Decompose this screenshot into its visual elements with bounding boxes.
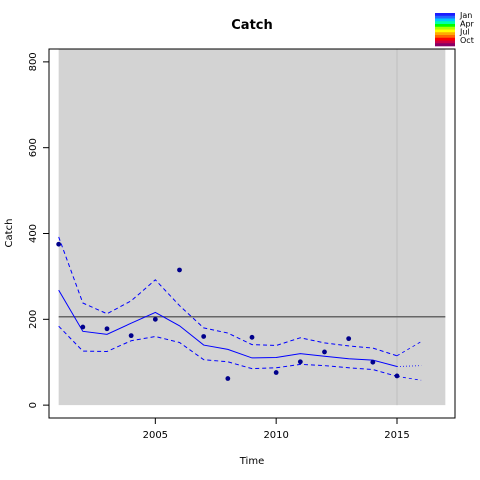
- observed-point: [297, 359, 303, 365]
- plot-area: 2005 2010 2015 0 200 400 600 800: [28, 48, 456, 441]
- legend-color-swatch: [435, 15, 455, 19]
- y-tick-label: 200: [28, 310, 39, 329]
- legend-color-swatch: [435, 21, 455, 25]
- y-tick-label: 0: [28, 402, 39, 408]
- forecast-upper-line: [396, 341, 422, 357]
- observed-point: [370, 359, 376, 365]
- lower-bound-line: [58, 325, 398, 377]
- x-tick-label: 2010: [263, 430, 288, 441]
- legend-color-swatch: [435, 29, 455, 33]
- legend-label: Jan: [459, 11, 472, 20]
- legend-label: Apr: [460, 19, 475, 28]
- observed-point: [225, 376, 231, 381]
- observed-point: [104, 326, 110, 332]
- observed-point: [177, 267, 182, 273]
- y-tick-label: 600: [28, 138, 39, 157]
- observed-point: [346, 336, 352, 342]
- legend-label: Jul: [459, 28, 470, 37]
- observed-point: [322, 349, 327, 355]
- observed-point: [80, 324, 86, 330]
- legend-color-swatch: [435, 40, 455, 44]
- legend-color-swatch: [435, 32, 455, 36]
- legend-color-swatch: [435, 26, 455, 30]
- legend-label: Oct: [460, 36, 474, 45]
- legend-color-swatch: [435, 18, 455, 22]
- forecast-lower-line: [396, 375, 422, 381]
- observed-point: [128, 333, 134, 339]
- chart-title: Catch: [231, 18, 273, 33]
- legend-color-swatch: [435, 37, 455, 41]
- upper-bound-line: [58, 236, 398, 357]
- x-tick-label: 2005: [143, 430, 168, 441]
- observed-point: [273, 370, 279, 375]
- observed-point: [201, 334, 207, 339]
- fitted-line: [58, 289, 398, 367]
- forecast-mid-line: [396, 365, 422, 367]
- y-tick-label: 400: [28, 224, 39, 243]
- shaded-panel: [58, 49, 446, 406]
- observed-point: [56, 241, 62, 247]
- legend-color-swatch: [435, 35, 455, 39]
- y-axis-label: Catch: [4, 219, 15, 248]
- observed-point: [394, 373, 400, 379]
- x-tick-label: 2015: [384, 430, 409, 441]
- observed-point: [152, 316, 158, 322]
- observed-point: [249, 334, 255, 340]
- y-tick-label: 800: [28, 52, 39, 71]
- legend-color-swatch: [435, 13, 455, 17]
- legend-color-swatch: [435, 24, 455, 28]
- x-axis-label: Time: [239, 456, 264, 467]
- legend-color-swatch: [435, 43, 455, 47]
